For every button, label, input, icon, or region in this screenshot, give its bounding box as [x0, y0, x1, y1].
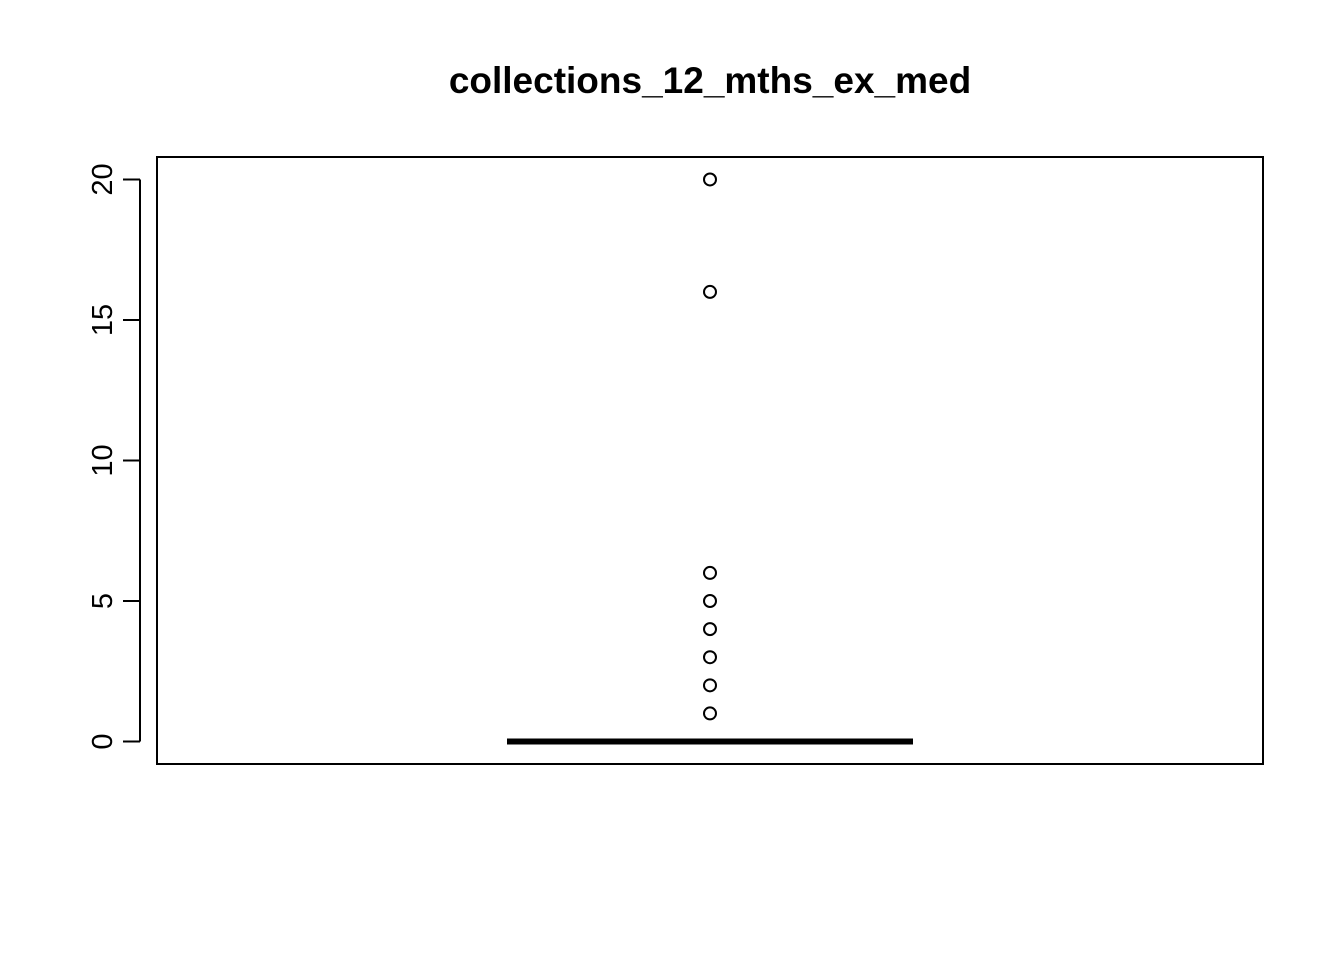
y-tick-label: 0	[87, 733, 119, 749]
outlier-point	[703, 172, 717, 187]
outliers	[703, 172, 717, 721]
plot-frame	[156, 156, 1264, 765]
y-tick-label: 15	[87, 304, 119, 336]
chart-title: collections_12_mths_ex_med	[449, 60, 971, 101]
outlier-point	[703, 706, 717, 721]
outlier-point	[703, 565, 717, 580]
outlier-point	[703, 622, 717, 637]
y-tick-label: 5	[87, 593, 119, 609]
outlier-point	[703, 678, 717, 693]
outlier-point	[703, 594, 717, 609]
y-axis: 0 5 10 15 20	[87, 163, 141, 750]
outlier-point	[703, 650, 717, 665]
y-tick-label: 10	[87, 444, 119, 476]
y-tick-label: 20	[87, 163, 119, 195]
outlier-point	[703, 284, 717, 299]
